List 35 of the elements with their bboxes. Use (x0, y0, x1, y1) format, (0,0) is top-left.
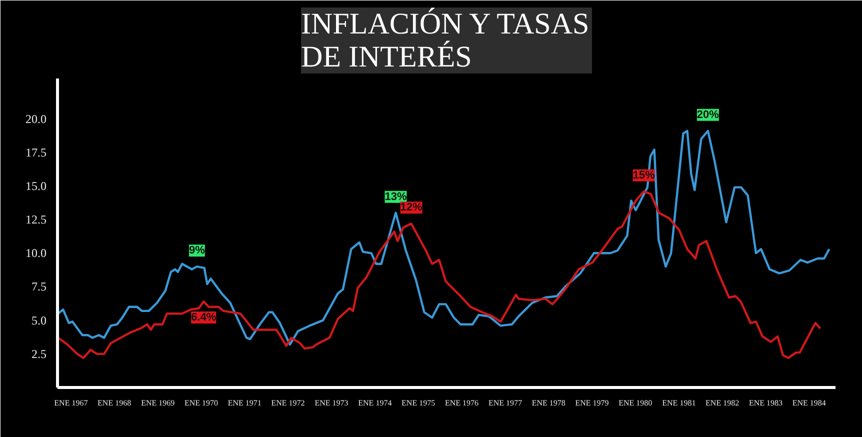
annotation: 9% (189, 244, 206, 257)
x-tick-label: ENE 1972 (271, 398, 305, 408)
y-tick-label: 17.5 (26, 145, 46, 160)
line-series (58, 190, 822, 360)
line-series (58, 130, 830, 346)
x-tick-label: ENE 1984 (792, 398, 826, 408)
annotation: 6.4% (191, 312, 216, 324)
x-tick-label: ENE 1980 (618, 398, 652, 408)
x-tick-label: ENE 1968 (98, 398, 132, 408)
x-tick-label: ENE 1973 (314, 398, 348, 408)
x-tick-label: ENE 1969 (141, 398, 175, 408)
x-tick-label: ENE 1970 (184, 398, 218, 408)
x-tick-label: ENE 1976 (444, 398, 479, 408)
annotation: 12% (400, 202, 423, 214)
chart-title: INFLACIÓN Y TASAS DE INTERÉS (301, 8, 590, 74)
x-tick-label: ENE 1981 (662, 398, 696, 408)
y-tick-label: 15.0 (26, 178, 46, 193)
x-tick-label: ENE 1979 (575, 398, 609, 408)
annotation: 13% (384, 190, 407, 203)
y-tick-label: 12.5 (26, 212, 46, 227)
y-tick-label: 5.0 (32, 313, 46, 328)
y-tick-label: 20.0 (26, 112, 46, 126)
x-tick-label: ENE 1982 (706, 398, 740, 408)
x-tick-label: ENE 1971 (228, 398, 262, 408)
x-tick-label: ENE 1977 (488, 398, 522, 408)
annotation: 15% (632, 169, 656, 182)
x-tick-label: ENE 1967 (54, 398, 88, 408)
x-tick-label: ENE 1978 (532, 398, 566, 408)
x-tick-label: ENE 1974 (358, 398, 392, 408)
y-tick-label: 2.5 (32, 346, 46, 361)
y-tick-label: 7.5 (32, 280, 46, 294)
annotation: 20% (696, 108, 720, 121)
y-tick-label: 10.0 (26, 246, 46, 260)
x-tick-label: ENE 1983 (748, 398, 782, 408)
x-tick-label: ENE 1975 (402, 398, 436, 408)
